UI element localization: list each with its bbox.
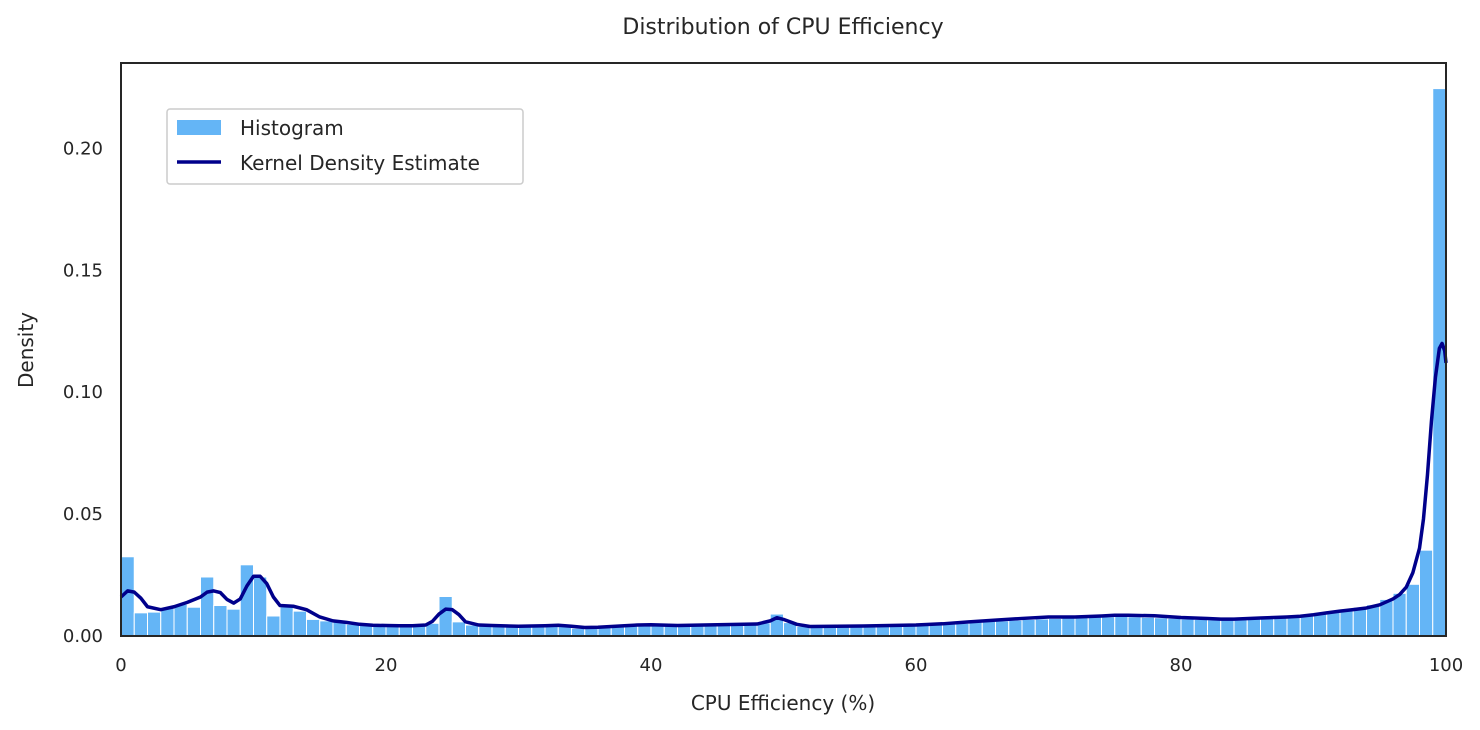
histogram-bar bbox=[160, 607, 175, 637]
histogram-bar bbox=[1074, 616, 1089, 637]
histogram-bar bbox=[1048, 617, 1063, 637]
legend-histogram-label: Histogram bbox=[240, 116, 344, 140]
histogram-bar bbox=[531, 626, 546, 637]
kde-line bbox=[119, 341, 1448, 630]
legend-kde-label: Kernel Density Estimate bbox=[240, 151, 480, 175]
histogram-bar bbox=[1180, 618, 1195, 637]
histogram-bar bbox=[1061, 617, 1076, 637]
histogram-bar bbox=[1233, 618, 1248, 637]
histogram-bar bbox=[173, 603, 188, 637]
histogram-bar bbox=[279, 606, 294, 637]
chart-title: Distribution of CPU Efficiency bbox=[622, 15, 943, 40]
histogram-bar bbox=[1101, 616, 1116, 637]
x-tick-label: 60 bbox=[905, 655, 928, 676]
y-tick-label: 0.15 bbox=[63, 260, 103, 281]
histogram-bar bbox=[1140, 616, 1155, 637]
histogram-bar bbox=[266, 615, 281, 637]
legend-box bbox=[166, 108, 524, 185]
histogram-bar bbox=[557, 625, 572, 637]
x-tick-label: 40 bbox=[640, 655, 663, 676]
histogram-bar bbox=[332, 621, 347, 637]
x-axis-ticks: 0 20 40 60 80 100 bbox=[115, 655, 1463, 676]
histogram-bar bbox=[1246, 617, 1261, 637]
histogram-bar bbox=[478, 625, 493, 637]
histogram-bar bbox=[1352, 606, 1367, 637]
x-tick-label: 20 bbox=[375, 655, 398, 676]
histogram-bar bbox=[412, 625, 427, 637]
histogram-bar bbox=[518, 626, 533, 637]
histogram-bar bbox=[1405, 583, 1420, 637]
histogram-bar bbox=[968, 621, 983, 637]
histogram-bar bbox=[133, 612, 148, 637]
legend-histogram-swatch bbox=[177, 120, 221, 135]
histogram-bar bbox=[1193, 618, 1208, 637]
histogram-bar bbox=[1021, 618, 1036, 637]
histogram-bar bbox=[1313, 612, 1328, 637]
histogram-bar bbox=[571, 627, 586, 637]
histogram-bar bbox=[239, 564, 254, 637]
histogram-bar bbox=[306, 618, 321, 637]
plot-frame bbox=[120, 62, 1447, 637]
y-tick-label: 0.10 bbox=[63, 382, 103, 403]
histogram-bar bbox=[981, 620, 996, 637]
histogram-bar bbox=[584, 627, 599, 637]
histogram-bar bbox=[491, 625, 506, 637]
histogram-bar bbox=[955, 622, 970, 637]
y-tick-label: 0.20 bbox=[63, 138, 103, 159]
histogram-bar bbox=[1087, 616, 1102, 637]
histogram-bar bbox=[438, 595, 453, 637]
histogram-bar bbox=[663, 625, 678, 637]
legend: Histogram Kernel Density Estimate bbox=[166, 108, 524, 185]
x-tick-label: 0 bbox=[115, 655, 126, 676]
histogram-bar bbox=[1154, 617, 1169, 637]
histogram-bar bbox=[928, 624, 943, 637]
histogram-bar bbox=[1034, 618, 1049, 637]
histogram-bar bbox=[1366, 604, 1381, 637]
y-tick-label: 0.05 bbox=[63, 504, 103, 525]
histogram-bar bbox=[1008, 619, 1023, 637]
y-axis-label: Density bbox=[14, 312, 38, 388]
y-tick-label: 0.00 bbox=[63, 626, 103, 647]
histogram-bar bbox=[213, 605, 228, 637]
y-axis-ticks: 0.00 0.05 0.10 0.15 0.20 bbox=[63, 138, 103, 647]
histogram-bar bbox=[186, 606, 201, 637]
histogram-bar bbox=[1339, 609, 1354, 637]
x-tick-label: 100 bbox=[1429, 655, 1463, 676]
histogram-bar bbox=[147, 611, 162, 637]
histogram-bar bbox=[1273, 616, 1288, 637]
histogram-bar bbox=[319, 620, 334, 637]
histogram-bar bbox=[942, 623, 957, 637]
histogram-bar bbox=[1167, 617, 1182, 637]
histogram-bar bbox=[345, 623, 360, 637]
histogram-bar bbox=[650, 625, 665, 637]
histogram-bar bbox=[1207, 619, 1222, 637]
histogram-bar bbox=[253, 576, 268, 637]
kde-layer bbox=[119, 341, 1448, 630]
histogram-bar bbox=[1114, 615, 1129, 637]
histogram-bar bbox=[451, 621, 466, 637]
histogram-bar bbox=[1127, 616, 1142, 637]
x-tick-label: 80 bbox=[1170, 655, 1193, 676]
histogram-bar bbox=[226, 608, 241, 637]
histogram-bar bbox=[995, 620, 1010, 637]
histogram-bar bbox=[1220, 619, 1235, 637]
histogram-bar bbox=[465, 624, 480, 637]
histogram-bar bbox=[1286, 615, 1301, 637]
histogram-bar bbox=[1260, 617, 1275, 637]
x-axis-label: CPU Efficiency (%) bbox=[691, 691, 875, 715]
histogram-bar bbox=[504, 626, 519, 637]
histogram-bar bbox=[1432, 88, 1447, 637]
histogram-bar bbox=[1326, 610, 1341, 637]
histogram-bar bbox=[200, 576, 215, 637]
histogram-bar bbox=[292, 610, 307, 637]
histogram-bar bbox=[1392, 592, 1407, 637]
histogram-bar bbox=[1419, 549, 1434, 637]
